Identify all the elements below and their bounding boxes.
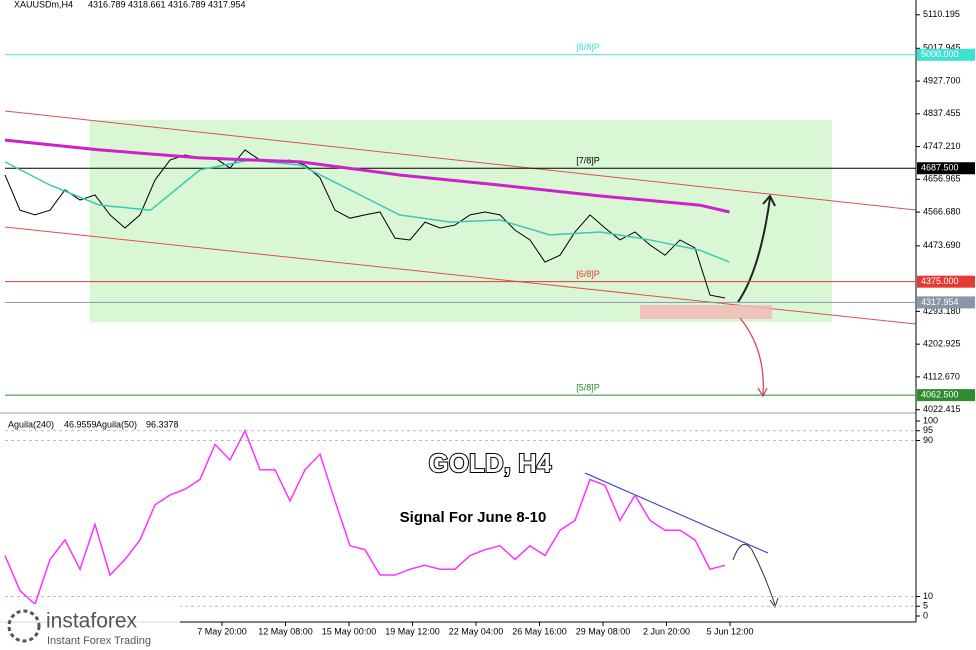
- murrey-label: [6/8]P: [576, 269, 600, 279]
- series-ma-fast: [4, 159, 730, 263]
- level-tag: [917, 162, 975, 175]
- symbol: XAUUSDm,H4: [14, 0, 73, 9]
- subtitle: Signal For June 8-10: [400, 509, 547, 526]
- osc-projection: [732, 543, 776, 606]
- murrey-label: [5/8]P: [576, 382, 600, 392]
- y-tick-label: 4473.690: [923, 240, 961, 250]
- y-tick-label: 10: [923, 591, 933, 601]
- osc-name: Aguila(240): [8, 419, 54, 429]
- x-tick-label: 15 May 00:00: [322, 626, 377, 636]
- title: GOLD, H4: [429, 448, 552, 478]
- y-tick-label: 5: [923, 601, 928, 611]
- x-tick-label: 2 Jun 20:00: [643, 626, 690, 636]
- channel-top: [4, 110, 917, 211]
- logo-name: instaforex: [46, 610, 138, 633]
- osc-trendline: [584, 472, 769, 554]
- series-ma-slow: [4, 138, 730, 214]
- x-tick-label: 7 May 20:00: [197, 626, 247, 636]
- level-tag: [917, 389, 975, 402]
- close: 4317.954: [208, 0, 246, 9]
- y-tick-label: 4747.210: [923, 141, 961, 151]
- y-tick-label: 4112.670: [923, 371, 960, 381]
- x-tick-label: 22 May 04:00: [449, 626, 504, 636]
- level-tag-label: 4062.500: [921, 389, 959, 399]
- x-tick-label: 29 May 08:00: [576, 626, 631, 636]
- bull-arrow-head: [762, 194, 776, 207]
- y-tick-label: 4837.455: [923, 108, 961, 118]
- y-tick-label: 100: [923, 415, 938, 425]
- murrey-label: [8/8]P: [576, 42, 600, 52]
- x-tick-label: 26 May 16:00: [512, 626, 567, 636]
- high: 4318.661: [128, 0, 166, 9]
- series-price: [4, 149, 726, 299]
- y-tick-label: 4656.965: [923, 174, 961, 184]
- x-tick-label: 19 May 12:00: [385, 626, 440, 636]
- level-tag: [917, 296, 975, 309]
- y-tick-label: 4566.680: [923, 206, 961, 216]
- murrey-label: [7/8]P: [576, 156, 600, 166]
- y-tick-label: 0: [923, 610, 928, 620]
- osc-arrow-head: [769, 597, 779, 609]
- bull-arrow: [737, 197, 771, 303]
- level-tag: [917, 48, 975, 61]
- y-tick-label: 5110.195: [923, 9, 960, 19]
- low: 4316.789: [168, 0, 206, 9]
- level-tag: [917, 275, 975, 288]
- logo-tagline: Instant Forex Trading: [47, 635, 151, 647]
- y-tick-label: 4022.415: [923, 404, 961, 414]
- y-tick-label: 4927.700: [923, 75, 961, 85]
- osc-value: 46.9559: [64, 419, 97, 429]
- level-tag-label: 4687.500: [921, 163, 959, 173]
- level-tag-label: 5000.000: [921, 49, 959, 59]
- x-tick-label: 12 May 08:00: [258, 626, 313, 636]
- y-tick-label: 5017.945: [923, 43, 961, 53]
- logo-bg: [0, 604, 180, 650]
- level-tag-label: 4375.000: [921, 276, 959, 286]
- y-tick-label: 90: [923, 435, 933, 445]
- osc-name: Aguila(50): [96, 419, 137, 429]
- osc-value: 96.3378: [146, 419, 179, 429]
- level-tag-label: 4317.954: [921, 297, 959, 307]
- logo-icon: [7, 609, 41, 643]
- open: 4316.789: [88, 0, 126, 9]
- bear-arrow: [739, 317, 764, 396]
- series-aguila: [4, 428, 726, 606]
- y-tick-label: 4202.925: [923, 339, 961, 349]
- y-tick-label: 4293.180: [923, 306, 961, 316]
- support-zone: [640, 305, 772, 319]
- y-tick-label: 95: [923, 425, 933, 435]
- x-tick-label: 5 Jun 12:00: [706, 626, 753, 636]
- bear-arrow-head: [757, 387, 768, 398]
